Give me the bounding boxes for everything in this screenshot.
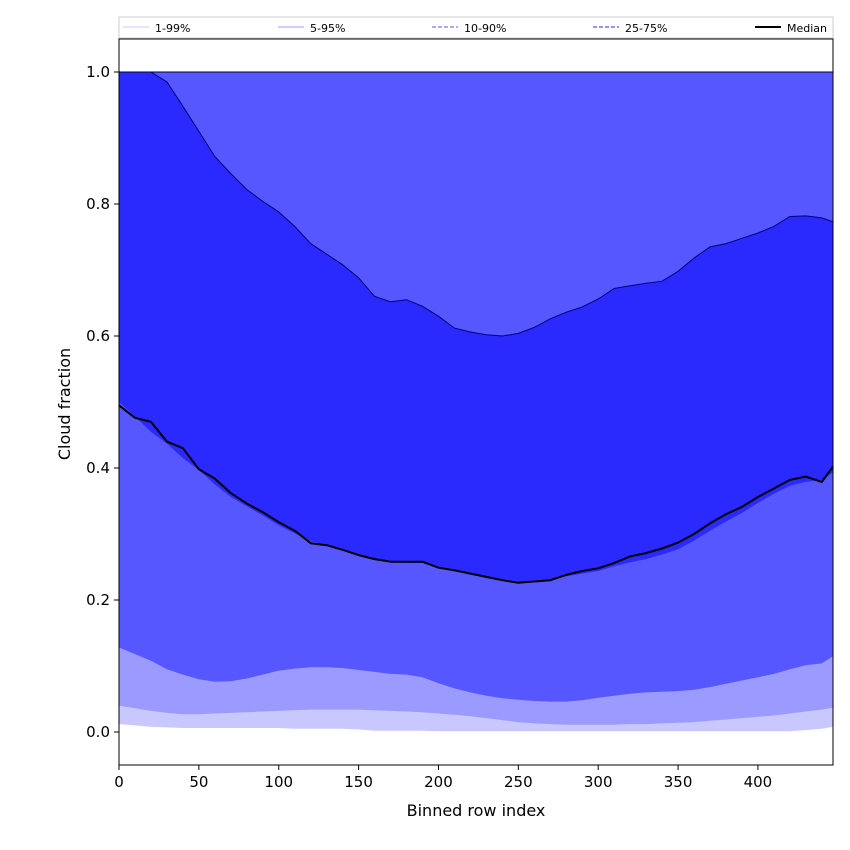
- x-tick-label: 250: [504, 773, 533, 791]
- x-tick-label: 300: [584, 773, 613, 791]
- median-line: [118, 404, 834, 584]
- x-axis-label: Binned row index: [407, 801, 546, 820]
- legend-box: [118, 16, 834, 39]
- confidence-bands: [119, 71, 834, 732]
- x-tick-label: 0: [114, 773, 124, 791]
- legend-label: Median: [787, 22, 827, 35]
- x-tick-label: 200: [424, 773, 453, 791]
- median-series: [118, 404, 834, 584]
- legend-label: 1-99%: [155, 22, 190, 35]
- y-tick-label: 0.2: [86, 591, 110, 609]
- plot-frame: [118, 38, 834, 766]
- x-tick-label: 100: [264, 773, 293, 791]
- axes: [118, 38, 834, 766]
- y-tick-label: 0.0: [86, 723, 110, 741]
- x-tick-label: 400: [744, 773, 773, 791]
- band-upper-edge: [119, 71, 834, 337]
- band-area-3: [119, 72, 833, 583]
- legend-label: 25-75%: [625, 22, 667, 35]
- legend-label: 10-90%: [464, 22, 506, 35]
- y-tick-label: 1.0: [86, 63, 110, 81]
- x-tick-label: 350: [664, 773, 693, 791]
- y-axis-label: Cloud fraction: [55, 348, 74, 460]
- x-tick-label: 150: [344, 773, 373, 791]
- x-axis-ticks: 0 50 100 150 200 250 300 350 400: [114, 765, 772, 791]
- legend-label: 5-95%: [310, 22, 345, 35]
- x-tick-label: 50: [189, 773, 208, 791]
- y-tick-label: 0.4: [86, 459, 110, 477]
- y-axis-ticks: 0.0 0.2 0.4 0.6 0.8 1.0: [86, 63, 119, 741]
- y-tick-label: 0.6: [86, 327, 110, 345]
- legend: 1-99% 5-95% 10-90% 25-75% Median: [118, 16, 834, 39]
- y-tick-label: 0.8: [86, 195, 110, 213]
